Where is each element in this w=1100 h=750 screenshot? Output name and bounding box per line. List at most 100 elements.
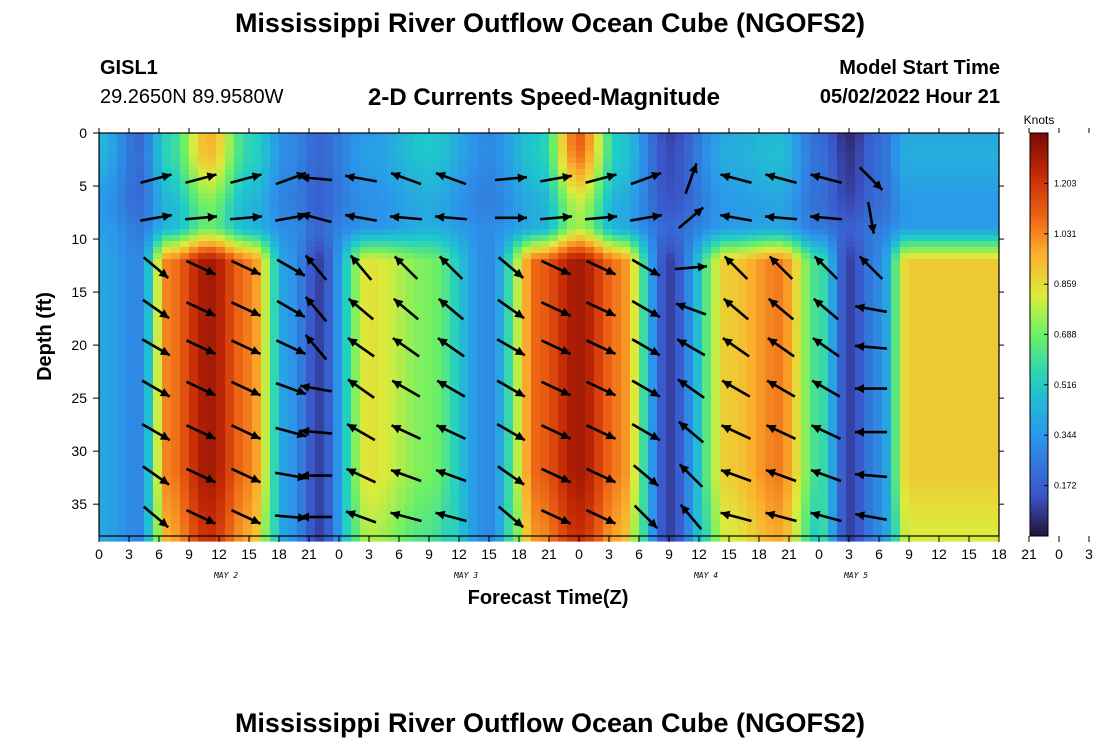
heatmap-cell [189, 283, 199, 290]
heatmap-cell [216, 403, 226, 410]
heatmap-cell [729, 349, 739, 356]
heatmap-cell [711, 373, 721, 380]
heatmap-cell [567, 163, 577, 170]
heatmap-cell [216, 199, 226, 206]
heatmap-cell [207, 487, 217, 494]
heatmap-cell [405, 193, 415, 200]
heatmap-cell [261, 253, 271, 260]
heatmap-cell [189, 361, 199, 368]
heatmap-cell [540, 511, 550, 518]
heatmap-cell [351, 481, 361, 488]
heatmap-cell [234, 265, 244, 272]
heatmap-cell [117, 235, 127, 242]
heatmap-cell [720, 139, 730, 146]
heatmap-cell [477, 355, 487, 362]
heatmap-cell [468, 223, 478, 230]
heatmap-cell [144, 169, 154, 176]
heatmap-cell [747, 283, 757, 290]
heatmap-cell [711, 145, 721, 152]
heatmap-cell [180, 355, 190, 362]
heatmap-cell [648, 409, 658, 416]
heatmap-cell [495, 451, 505, 458]
heatmap-cell [396, 283, 406, 290]
heatmap-cell [99, 343, 109, 350]
heatmap-cell [441, 247, 451, 254]
heatmap-cell [270, 481, 280, 488]
heatmap-cell [171, 145, 181, 152]
heatmap-cell [531, 421, 541, 428]
heatmap-cell [657, 319, 667, 326]
heatmap-cell [675, 181, 685, 188]
heatmap-cell [261, 271, 271, 278]
heatmap-cell [468, 385, 478, 392]
heatmap-cell [297, 421, 307, 428]
heatmap-cell [423, 253, 433, 260]
heatmap-cell [207, 457, 217, 464]
heatmap-cell [360, 421, 370, 428]
heatmap-cell [216, 247, 226, 254]
heatmap-cell [405, 169, 415, 176]
heatmap-cell [180, 451, 190, 458]
heatmap-cell [396, 367, 406, 374]
heatmap-cell [162, 205, 172, 212]
heatmap-cell [684, 193, 694, 200]
heatmap-cell [567, 529, 577, 536]
heatmap-cell [360, 157, 370, 164]
heatmap-cell [594, 505, 604, 512]
heatmap-cell [450, 343, 460, 350]
heatmap-cell [279, 283, 289, 290]
heatmap-cell [468, 457, 478, 464]
heatmap-cell [567, 367, 577, 374]
heatmap-cell [333, 385, 343, 392]
heatmap-cell [216, 367, 226, 374]
heatmap-cell [144, 505, 154, 512]
heatmap-cell [702, 223, 712, 230]
heatmap-cell [234, 433, 244, 440]
heatmap-cell [576, 397, 586, 404]
heatmap-cell [378, 505, 388, 512]
heatmap-cell [342, 325, 352, 332]
heatmap-cell [378, 235, 388, 242]
heatmap-cell [198, 511, 208, 518]
heatmap-cell [414, 463, 424, 470]
heatmap-cell [216, 211, 226, 218]
heatmap-cell [459, 433, 469, 440]
heatmap-cell [144, 235, 154, 242]
heatmap-cell [243, 277, 253, 284]
heatmap-cell [108, 313, 118, 320]
heatmap-cell [225, 337, 235, 344]
heatmap-cell [531, 469, 541, 476]
heatmap-cell [117, 535, 127, 542]
heatmap-cell [288, 397, 298, 404]
heatmap-cell [378, 313, 388, 320]
heatmap-cell [432, 379, 442, 386]
heatmap-cell [414, 415, 424, 422]
heatmap-cell [126, 427, 136, 434]
heatmap-cell [99, 487, 109, 494]
heatmap-cell [117, 247, 127, 254]
heatmap-cell [432, 259, 442, 266]
heatmap-cell [585, 175, 595, 182]
heatmap-cell [369, 457, 379, 464]
heatmap-cell [540, 199, 550, 206]
heatmap-cell [675, 463, 685, 470]
heatmap-cell [432, 433, 442, 440]
heatmap-cell [432, 199, 442, 206]
heatmap-cell [288, 373, 298, 380]
heatmap-cell [279, 403, 289, 410]
heatmap-cell [585, 235, 595, 242]
heatmap-cell [162, 163, 172, 170]
heatmap-cell [234, 439, 244, 446]
heatmap-cell [225, 457, 235, 464]
heatmap-cell [171, 445, 181, 452]
heatmap-cell [477, 403, 487, 410]
heatmap-cell [225, 349, 235, 356]
heatmap-cell [144, 157, 154, 164]
heatmap-cell [243, 355, 253, 362]
heatmap-cell [441, 211, 451, 218]
heatmap-cell [135, 535, 145, 542]
heatmap-cell [531, 235, 541, 242]
heatmap-cell [522, 199, 532, 206]
heatmap-cell [126, 307, 136, 314]
heatmap-cell [486, 361, 496, 368]
